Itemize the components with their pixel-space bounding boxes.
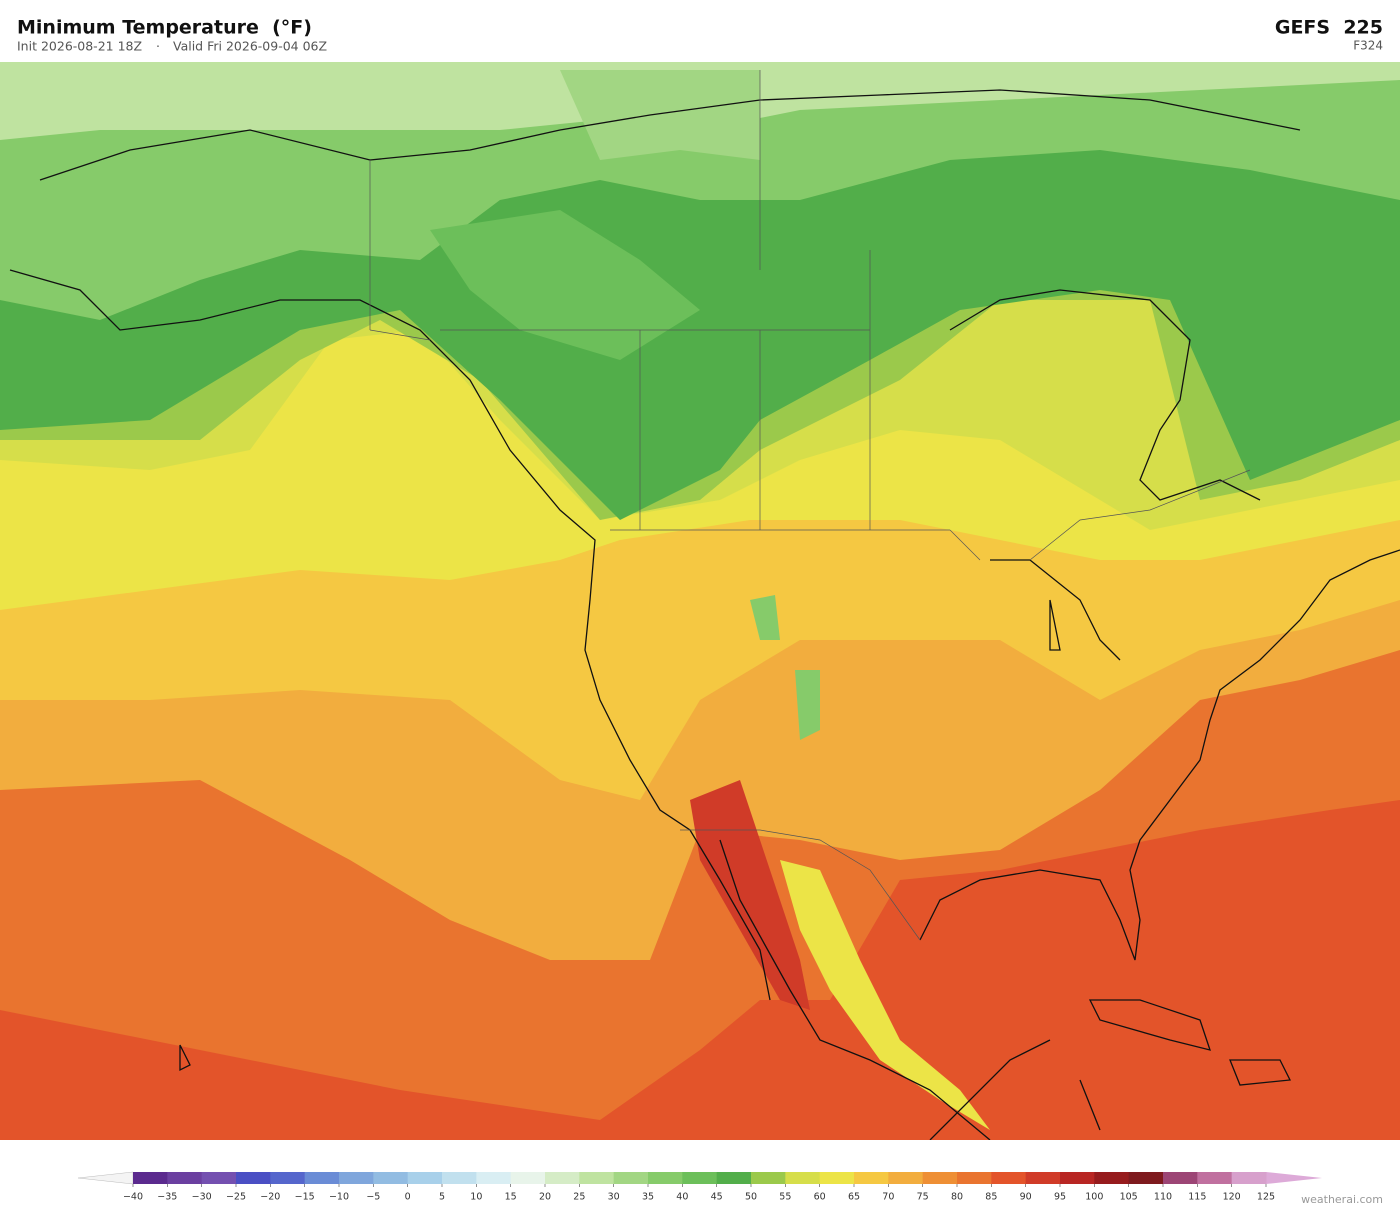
colorbar-bin: [339, 1172, 374, 1184]
colorbar-tick-label: 25: [573, 1192, 585, 1203]
colorbar-tick-label: 50: [745, 1192, 757, 1203]
colorbar-tick-label: −40: [123, 1192, 143, 1203]
colorbar-bin: [1025, 1172, 1061, 1184]
colorbar-tick-label: 90: [1020, 1192, 1032, 1203]
colorbar-tick-label: 75: [917, 1192, 929, 1203]
colorbar-bin: [1128, 1172, 1164, 1184]
colorbar-bin: [1231, 1172, 1267, 1184]
colorbar-tick-label: −5: [366, 1192, 380, 1203]
colorbar-bin: [1163, 1172, 1198, 1184]
field-35: [560, 70, 760, 160]
colorbar-tick-label: 30: [608, 1192, 620, 1203]
colorbar-bin: [648, 1172, 683, 1184]
valid: Valid Fri 2026-09-04 06Z: [173, 39, 327, 54]
colorbar-bin: [407, 1172, 443, 1184]
field-60-mx: [780, 860, 990, 1130]
colorbar-under: [77, 1171, 134, 1185]
colorbar-tick-label: 40: [676, 1192, 688, 1203]
borders: [369, 70, 1251, 941]
colorbar-over: [1266, 1172, 1322, 1184]
colorbar-bin: [682, 1172, 718, 1184]
colorbar: −40 −35 −30 −25 −20 −15 −10 −5 0 5 10 15 20 25 30 35 40 4…: [77, 1171, 1322, 1203]
colorbar-tick-label: 0: [405, 1192, 411, 1203]
colorbar-bin: [1060, 1172, 1095, 1184]
colorbar-tick-label: 5: [439, 1192, 445, 1203]
forecast-hour: F324: [1353, 39, 1383, 53]
colorbar-bin: [922, 1172, 958, 1184]
colorbar-tick-label: 45: [711, 1192, 723, 1203]
colorbar-bin: [854, 1172, 889, 1184]
colorbar-tick-label: 110: [1154, 1192, 1172, 1203]
colorbar-bin: [1197, 1172, 1233, 1184]
colorbar-tick-label: −20: [260, 1192, 280, 1203]
colorbar-tick-label: 115: [1188, 1192, 1206, 1203]
colorbar-tick-label: 120: [1223, 1192, 1241, 1203]
colorbar-tick-label: 65: [848, 1192, 860, 1203]
colorbar-tick-label: 105: [1120, 1192, 1138, 1203]
colorbar-bin: [579, 1172, 615, 1184]
watermark: weatherai.com: [1301, 1193, 1383, 1206]
colorbar-tick-label: 55: [779, 1192, 791, 1203]
colorbar-bin: [957, 1172, 992, 1184]
colorbar-tick-label: 85: [985, 1192, 997, 1203]
colorbar-tick-label: −35: [157, 1192, 177, 1203]
title: Minimum Temperature (°F): [17, 17, 312, 39]
colorbar-bin: [819, 1172, 855, 1184]
field-90: [690, 780, 810, 1010]
separator: ·: [156, 39, 160, 54]
colorbar-tick-label: −10: [329, 1192, 349, 1203]
colorbar-bin: [201, 1172, 237, 1184]
colorbar-bin: [510, 1172, 546, 1184]
colorbar-bin: [991, 1172, 1027, 1184]
colorbar-bin: [236, 1172, 271, 1184]
colorbar-bin: [442, 1172, 477, 1184]
colorbar-tick-label: 100: [1085, 1192, 1103, 1203]
colorbar-tick-label: 80: [951, 1192, 963, 1203]
colorbar-tick-label: 70: [882, 1192, 894, 1203]
colorbar-tick-label: −15: [295, 1192, 315, 1203]
colorbar-bin: [716, 1172, 752, 1184]
colorbar-bin: [373, 1172, 409, 1184]
field-40b: [430, 210, 700, 360]
colorbar-bin: [545, 1172, 580, 1184]
colorbar-tick-label: 95: [1054, 1192, 1066, 1203]
colorbar-bin: [270, 1172, 306, 1184]
colorbar-tick-label: 35: [642, 1192, 654, 1203]
init: Init 2026-08-21 18Z: [17, 39, 142, 54]
colorbar-tick-label: 125: [1257, 1192, 1275, 1203]
colorbar-tick-label: 60: [814, 1192, 826, 1203]
colorbar-bin: [304, 1172, 340, 1184]
colorbar-bin: [613, 1172, 649, 1184]
map: [0, 62, 1400, 1140]
coastline: [9, 89, 1400, 1140]
colorbar-tick-label: −30: [192, 1192, 212, 1203]
colorbar-bin: [1094, 1172, 1130, 1184]
colorbar-bin: [476, 1172, 512, 1184]
colorbar-bin: [785, 1172, 821, 1184]
colorbar-bin: [167, 1172, 203, 1184]
colorbar-tick-label: −25: [226, 1192, 246, 1203]
colorbar-tick-label: 10: [470, 1192, 482, 1203]
colorbar-bin: [751, 1172, 786, 1184]
field-40-rockies: [750, 595, 820, 740]
colorbar-tick-label: 15: [505, 1192, 517, 1203]
model: GEFS 225: [1275, 17, 1383, 39]
colorbar-bin: [133, 1172, 168, 1184]
colorbar-tick-label: 20: [539, 1192, 551, 1203]
colorbar-bin: [888, 1172, 924, 1184]
